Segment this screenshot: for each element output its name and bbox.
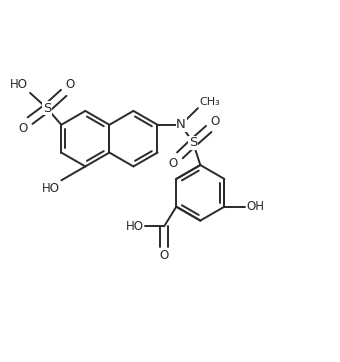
Text: HO: HO bbox=[41, 182, 59, 195]
Text: O: O bbox=[18, 122, 28, 135]
Text: N: N bbox=[176, 118, 186, 131]
Text: S: S bbox=[189, 136, 197, 150]
Text: O: O bbox=[210, 115, 219, 127]
Text: O: O bbox=[159, 249, 169, 262]
Text: O: O bbox=[65, 78, 75, 91]
Text: OH: OH bbox=[246, 200, 265, 213]
Text: CH₃: CH₃ bbox=[199, 97, 220, 107]
Text: S: S bbox=[43, 102, 51, 115]
Text: O: O bbox=[168, 157, 177, 170]
Text: HO: HO bbox=[125, 220, 143, 233]
Text: HO: HO bbox=[10, 78, 28, 91]
